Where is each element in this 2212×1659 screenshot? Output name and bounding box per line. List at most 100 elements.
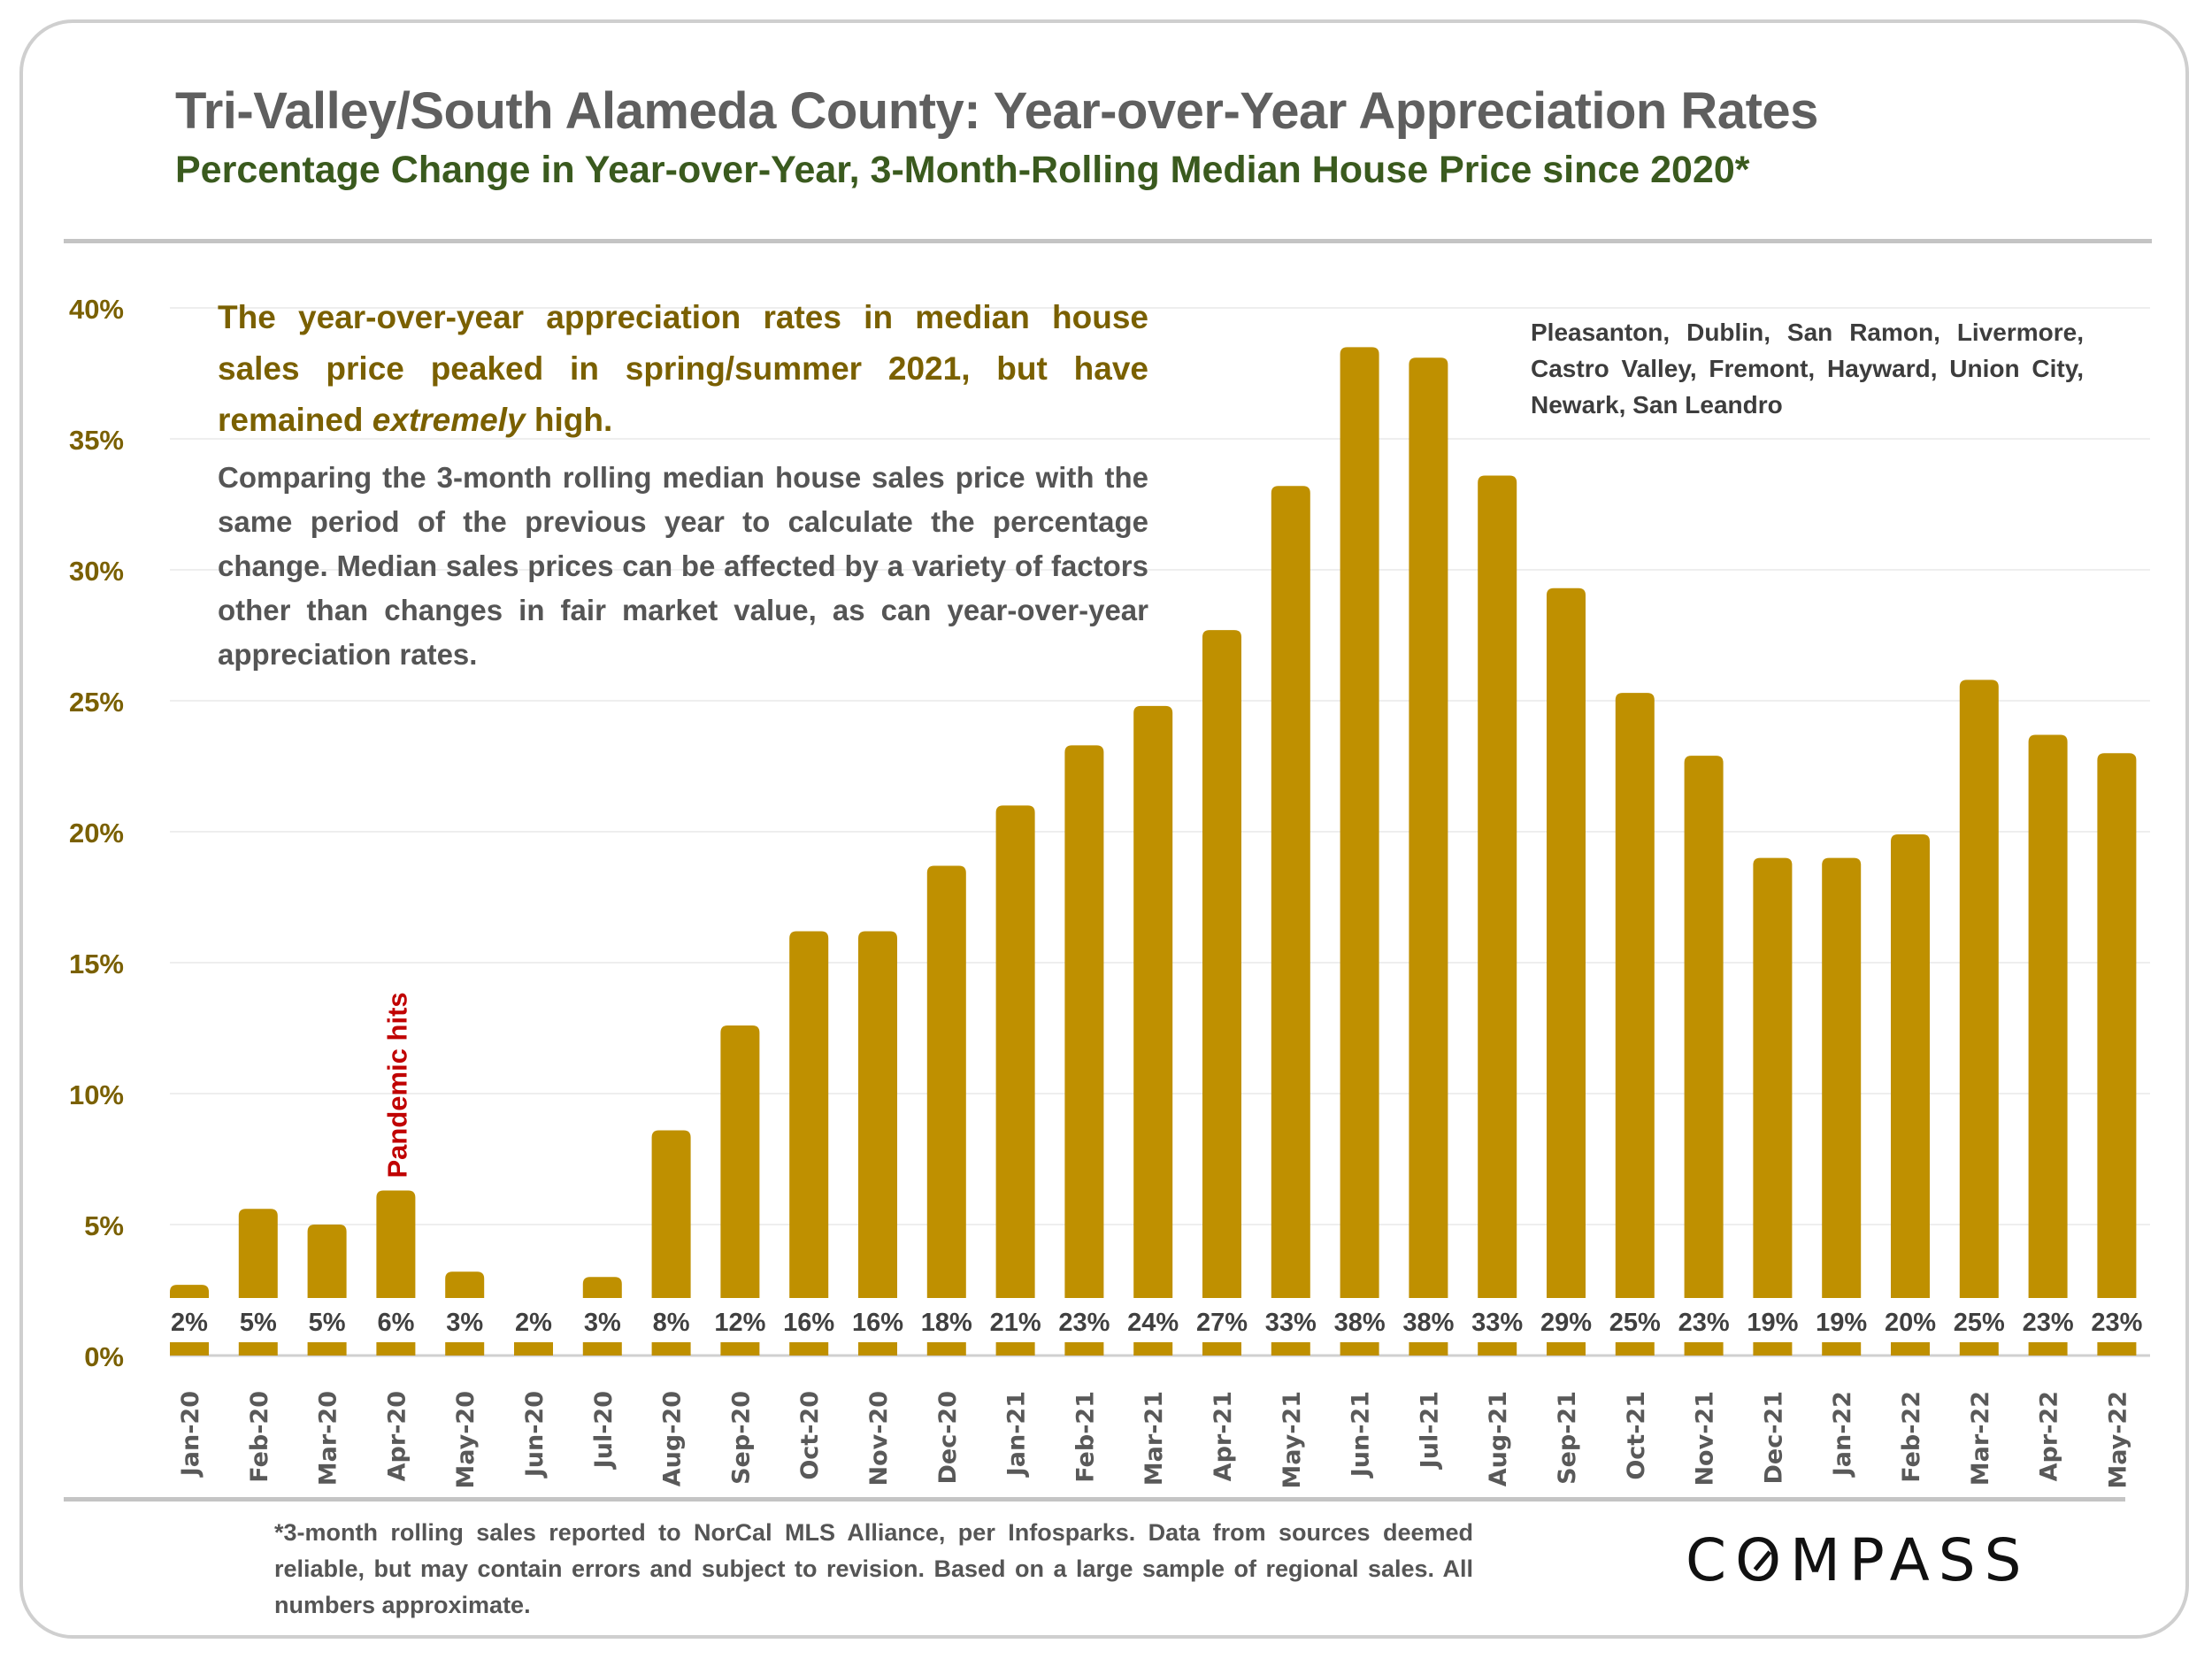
data-label-band <box>580 1298 624 1342</box>
footer-divider <box>64 1497 2125 1502</box>
data-label-band <box>1407 1298 1450 1342</box>
data-label-band <box>374 1298 418 1342</box>
data-label: 33% <box>1471 1309 1523 1337</box>
headline-emphasis: extremely <box>372 402 526 438</box>
x-tick-label: May-20 <box>452 1391 480 1489</box>
data-label: 27% <box>1196 1309 1248 1337</box>
cities-list: Pleasanton, Dublin, San Ramon, Livermore… <box>1531 319 2084 419</box>
x-tick-label: Aug-20 <box>659 1391 687 1486</box>
bar <box>1271 486 1310 1356</box>
x-tick-label: Feb-20 <box>246 1391 273 1483</box>
bars <box>168 347 2139 1356</box>
data-label: 18% <box>921 1309 972 1337</box>
y-tick-label: 0% <box>84 1341 124 1372</box>
headline-annotation: The year-over-year appreciation rates in… <box>218 292 1148 446</box>
data-labels: 2% 5% 5% 6% 3% 2% 3% 8% 12% 16% 16% 18% 21% 23% 24% 27%… <box>171 1309 2143 1337</box>
data-label-band <box>236 1298 280 1342</box>
data-label: 19% <box>1816 1309 1867 1337</box>
chart-subtitle: Percentage Change in Year-over-Year, 3-M… <box>175 149 1750 191</box>
x-tick-label: Dec-20 <box>934 1391 962 1485</box>
y-tick-label: 25% <box>69 687 124 718</box>
data-label: 2% <box>515 1309 552 1337</box>
data-label: 20% <box>1885 1309 1936 1337</box>
data-label: 8% <box>653 1309 690 1337</box>
x-tick-label: Dec-21 <box>1760 1391 1787 1485</box>
x-tick-label: Jun-20 <box>521 1391 549 1479</box>
bar <box>1340 347 1379 1356</box>
data-label: 38% <box>1334 1309 1386 1337</box>
logo-letter: O <box>1735 1526 1791 1594</box>
bar <box>789 931 829 1356</box>
logo-letter: A <box>1889 1526 1939 1594</box>
x-tick-label: Feb-21 <box>1071 1391 1099 1483</box>
data-label-band <box>168 1298 211 1342</box>
data-label: 25% <box>1954 1309 2005 1337</box>
x-tick-label: Jun-21 <box>1348 1391 1375 1479</box>
bar <box>1064 745 1104 1356</box>
bar <box>1478 475 1517 1356</box>
x-tick-label: Jul-20 <box>590 1391 618 1470</box>
data-label: 33% <box>1265 1309 1317 1337</box>
y-tick-label: 35% <box>69 425 124 456</box>
x-tick-label: Nov-20 <box>865 1391 893 1486</box>
data-label-band <box>1476 1298 1519 1342</box>
bar <box>1615 693 1655 1356</box>
data-label-band <box>512 1298 555 1342</box>
data-label: 21% <box>990 1309 1041 1337</box>
data-label: 5% <box>240 1309 277 1337</box>
data-label: 25% <box>1609 1309 1661 1337</box>
data-label-band <box>1201 1298 1243 1342</box>
data-label-band <box>2095 1298 2139 1342</box>
chart-frame <box>19 19 2189 1639</box>
data-label-band <box>1820 1298 1863 1342</box>
logo-letter: C <box>1686 1526 1736 1594</box>
data-label-band <box>1132 1298 1175 1342</box>
y-tick-label: 10% <box>69 1079 124 1110</box>
data-label-band <box>305 1298 349 1342</box>
x-tick-label: Oct-20 <box>796 1391 824 1480</box>
x-tick-label: Jul-21 <box>1416 1391 1443 1470</box>
x-tick-label: Apr-20 <box>383 1391 411 1481</box>
data-label-band <box>1682 1298 1725 1342</box>
x-tick-label: Mar-20 <box>315 1391 342 1486</box>
data-label-band <box>1751 1298 1794 1342</box>
bar <box>1133 705 1173 1356</box>
data-label-band <box>1545 1298 1587 1342</box>
footnote: *3-month rolling sales reported to NorCa… <box>274 1519 1473 1618</box>
x-tick-label: Jan-22 <box>1829 1391 1856 1478</box>
data-label: 23% <box>1678 1309 1730 1337</box>
y-axis-ticks: 0% 5% 10% 15% 20% 25% 30% 35% 40% <box>69 294 124 1372</box>
x-tick-label: Apr-21 <box>1210 1391 1237 1481</box>
data-label: 2% <box>171 1309 208 1337</box>
data-label: 29% <box>1540 1309 1592 1337</box>
x-tick-label: Mar-21 <box>1141 1391 1168 1486</box>
data-label-band <box>1338 1298 1381 1342</box>
y-tick-label: 15% <box>69 949 124 979</box>
logo-letter: S <box>1938 1526 1985 1594</box>
data-label: 5% <box>309 1309 346 1337</box>
data-label: 24% <box>1127 1309 1179 1337</box>
data-label-band <box>925 1298 968 1342</box>
data-label: 3% <box>446 1309 483 1337</box>
data-label-band <box>649 1298 693 1342</box>
bar <box>1753 857 1793 1356</box>
data-label-band <box>1063 1298 1106 1342</box>
data-label: 12% <box>714 1309 765 1337</box>
data-label: 23% <box>2091 1309 2142 1337</box>
methodology-annotation: Comparing the 3-month rolling median hou… <box>218 461 1148 671</box>
headline-text: The year-over-year appreciation rates in… <box>218 299 1148 438</box>
data-label-band <box>718 1298 762 1342</box>
compass-logo-text: COMPASS <box>1686 1526 2031 1594</box>
event-annotations: Pandemic hits <box>381 992 412 1178</box>
data-label: 23% <box>2023 1309 2074 1337</box>
data-label: 38% <box>1402 1309 1454 1337</box>
x-tick-label: Apr-22 <box>2036 1391 2063 1481</box>
bar <box>1202 630 1241 1356</box>
data-label-band <box>1613 1298 1656 1342</box>
bar <box>1891 833 1930 1356</box>
x-tick-label: Aug-21 <box>1485 1391 1512 1486</box>
data-label: 19% <box>1747 1309 1798 1337</box>
data-label-band <box>856 1298 899 1342</box>
compass-logo: COMPASS <box>1686 1526 2031 1594</box>
